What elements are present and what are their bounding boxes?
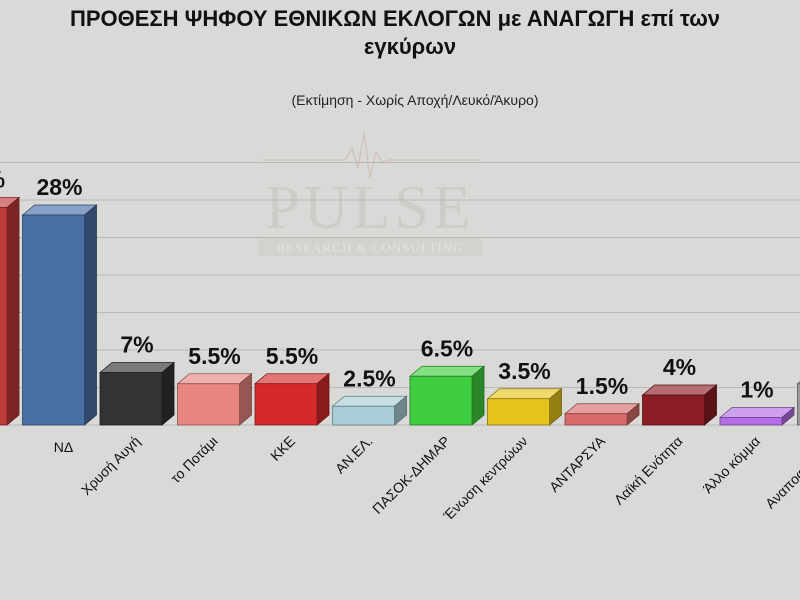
bar-front-face: [487, 398, 550, 426]
bar-top-face: [408, 365, 486, 377]
value-labels: 29%28%7%5.5%5.5%2.5%6.5%3.5%1.5%4%1%5.5%: [0, 167, 774, 403]
chart-subtitle: (Εκτίμηση - Χωρίς Αποχή/Λευκό/Άκυρο): [0, 92, 800, 108]
value-label: 3.5%: [498, 358, 550, 384]
bar-front-face: [0, 207, 8, 426]
bar-front-face: [797, 383, 800, 426]
value-label: 1%: [740, 377, 773, 403]
category-label: ΚΚΕ: [267, 433, 298, 464]
bars: [0, 196, 800, 426]
category-label: Χρυσή Αυγή: [78, 433, 143, 498]
bar-front-face: [564, 413, 628, 426]
bar: [21, 204, 98, 426]
value-label: 1.5%: [576, 373, 628, 399]
bar: [408, 365, 486, 426]
bar: [796, 381, 800, 426]
value-label: 2.5%: [343, 365, 395, 391]
bar-side-face: [84, 204, 97, 426]
category-label: ΑΝΤΑΡΣΥΑ: [546, 432, 609, 495]
bar-front-face: [642, 394, 705, 426]
chart-title-line1: ΠΡΟΘΕΣΗ ΨΗΦΟΥ ΕΘΝΙΚΩΝ ΕΚΛΟΓΩΝ με ΑΝΑΓΩΓΗ…: [69, 6, 721, 31]
chart-title: ΠΡΟΘΕΣΗ ΨΗΦΟΥ ΕΘΝΙΚΩΝ ΕΚΛΟΓΩΝ με ΑΝΑΓΩΓΗ…: [0, 6, 800, 60]
value-label: 5.5%: [188, 343, 240, 369]
bar-side-face: [161, 361, 175, 426]
bar-front-face: [22, 214, 85, 426]
bar-front-face: [332, 405, 395, 426]
category-label: Λαϊκή Ενότητα: [611, 433, 686, 508]
value-label: 6.5%: [421, 335, 473, 361]
watermark-sub-text: RESEARCH & CONSULTING: [276, 240, 463, 255]
bar-front-face: [99, 372, 163, 426]
bar-top-face: [718, 407, 796, 418]
bar: [176, 372, 253, 426]
bar-front-face: [177, 383, 240, 426]
value-label: 29%: [0, 167, 5, 193]
bar-top-face: [331, 395, 408, 407]
bar: [563, 402, 641, 426]
category-label: ΝΔ: [54, 439, 73, 455]
bar-top-face: [98, 362, 176, 373]
bar-front-face: [254, 383, 318, 426]
chart-subtitle-text: (Εκτίμηση - Χωρίς Αποχή/Λευκό/Άκυρο): [291, 92, 539, 108]
value-label: 28%: [36, 174, 82, 200]
category-label: Ένωση κεντρώων: [440, 433, 531, 524]
value-label: 4%: [663, 354, 696, 380]
bar-side-face: [471, 365, 485, 426]
bar: [331, 395, 408, 426]
category-label: το Ποτάμι: [167, 433, 220, 486]
bar-top-face: [641, 384, 718, 396]
bar: [0, 196, 21, 426]
bar-top-face: [21, 204, 98, 216]
watermark-pulse-line: [262, 131, 480, 179]
bar-front-face: [719, 417, 783, 426]
bar-side-face: [6, 196, 20, 426]
bar: [718, 406, 796, 426]
bar-top-face: [176, 373, 253, 385]
bar-top-face: [563, 403, 641, 415]
bar: [253, 372, 331, 426]
category-label: ΠΑΣΟΚ-ΔΗΜΑΡ: [369, 433, 453, 517]
bar-front-face: [409, 375, 473, 426]
pulse-watermark-logo: PULSE RESEARCH & CONSULTING: [258, 131, 482, 256]
category-label: Άλλο κόμμα: [700, 433, 763, 496]
watermark-pulse-text: PULSE: [265, 174, 474, 242]
value-label: 7%: [120, 332, 153, 358]
bar: [98, 361, 176, 426]
bar: [641, 384, 718, 426]
category-label: ΑΝ.ΕΛ.: [332, 433, 376, 477]
bar: [486, 387, 563, 426]
watermark-banner: [258, 238, 482, 256]
value-label: 5.5%: [266, 343, 318, 369]
chart-title-line2: εγκύρων: [363, 34, 457, 59]
bar-top-face: [486, 388, 563, 400]
bar-top-face: [253, 373, 331, 385]
bar-top-face: [796, 381, 800, 385]
category-label: Αναποφάσιστοι: [762, 433, 800, 512]
